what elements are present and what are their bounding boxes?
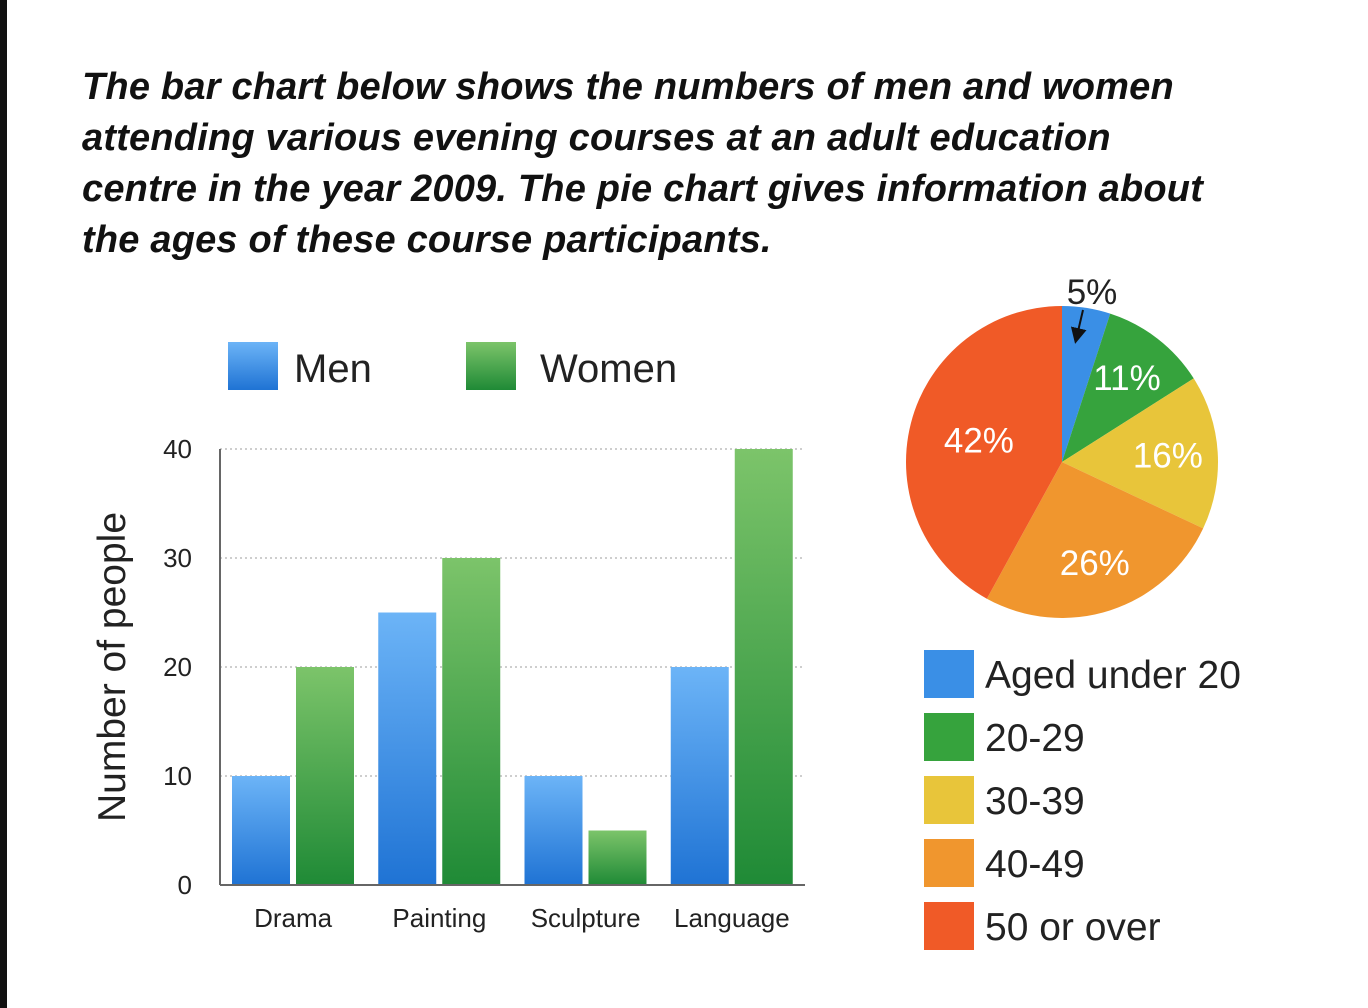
heading-line: centre in the year 2009. The pie chart g… (82, 168, 1204, 210)
y-tick-label: 10 (163, 761, 192, 791)
pie-legend-label: 50 or over (985, 906, 1161, 949)
y-tick-label: 0 (178, 870, 192, 900)
bar-women-language (734, 449, 793, 885)
legend-swatch-men (228, 342, 278, 390)
heading-line: attending various evening courses at an … (82, 117, 1111, 159)
pie-legend: Aged under 20 20-29 30-39 40-49 50 or over (924, 650, 1241, 950)
x-category-label: Sculpture (531, 903, 641, 933)
x-category-label: Drama (254, 903, 333, 933)
pie-legend-swatch (924, 839, 974, 887)
bar-legend: Men Women (228, 342, 677, 391)
bar-women-drama (296, 667, 354, 885)
pie-legend-swatch (924, 776, 974, 824)
heading-line: the ages of these course participants. (82, 219, 772, 261)
legend-swatch-women (466, 342, 516, 390)
bar-chart: Men Women 0 10 20 30 40 Drama Painting Sculptu… (91, 342, 805, 933)
heading-text: The bar chart below shows the numbers of… (82, 62, 1332, 266)
y-axis-label: Number of people (91, 512, 134, 822)
x-category-label: Painting (392, 903, 486, 933)
y-tick-label: 40 (163, 434, 192, 464)
pie-legend-swatch (924, 650, 974, 698)
pie-legend-label: 40-49 (985, 843, 1085, 886)
pie-slice-aged-under-20 (1062, 306, 1111, 462)
y-tick-label: 30 (163, 543, 192, 573)
pie-slice-30-39 (1062, 378, 1218, 529)
pie-legend-swatch (924, 713, 974, 761)
bar-men-drama (232, 776, 290, 885)
heading-line: The bar chart below shows the numbers of… (82, 66, 1174, 108)
pie-legend-swatch (924, 902, 974, 950)
bar-men-painting (378, 612, 437, 885)
bar-men-language (670, 667, 729, 885)
pie-legend-label: 30-39 (985, 780, 1085, 823)
legend-label-women: Women (540, 347, 677, 391)
bar-women-sculpture (588, 830, 647, 885)
pie-value-label: 5% (1067, 273, 1118, 312)
left-border (0, 0, 7, 1008)
legend-label-men: Men (294, 347, 372, 391)
pie-value-label: 11% (1093, 359, 1160, 398)
bar-men-sculpture (524, 776, 583, 885)
pie-legend-label: 20-29 (985, 717, 1085, 760)
pie-slice-40-49 (986, 462, 1204, 619)
pie-legend-label: Aged under 20 (985, 654, 1241, 697)
pie-value-label: 42% (944, 422, 1014, 461)
pie-label-arrow (1070, 309, 1087, 344)
y-tick-label: 20 (163, 652, 192, 682)
x-category-label: Language (674, 903, 790, 933)
pie-slice-20-29 (1062, 313, 1194, 462)
pie-value-label: 26% (1060, 544, 1130, 583)
bar-women-painting (442, 558, 501, 885)
pie-value-label: 16% (1133, 436, 1203, 475)
pie-slice-50-or-over (905, 306, 1062, 599)
